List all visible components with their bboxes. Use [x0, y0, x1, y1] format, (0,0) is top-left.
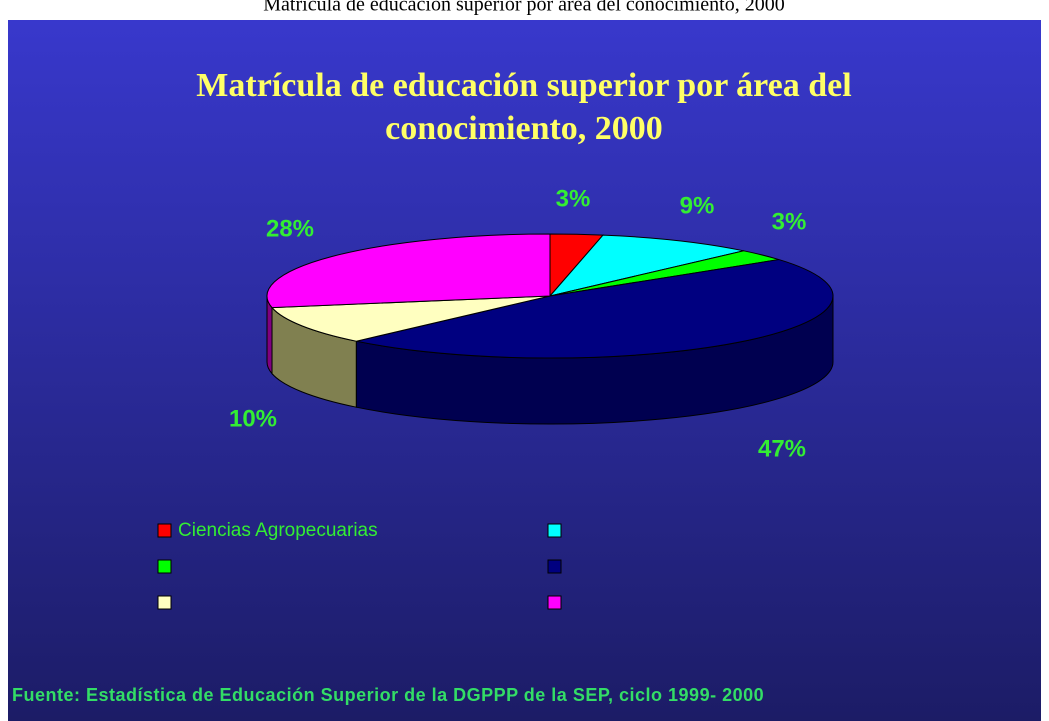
pie-slice: [266, 233, 551, 309]
legend-swatch: [547, 559, 562, 574]
pie-slice: [270, 295, 551, 342]
pie-slice-side: [266, 295, 273, 375]
legend-swatch: [157, 523, 172, 538]
pie-slice: [548, 234, 744, 297]
chart-title: Matrícula de educación superior por área…: [196, 67, 851, 104]
chart-title: conocimiento, 2000: [385, 110, 663, 147]
data-label: 47%: [758, 435, 806, 462]
data-label: 28%: [266, 215, 314, 242]
pie-slice: [356, 259, 834, 359]
data-label: 3%: [772, 208, 807, 235]
data-label: 9%: [680, 192, 715, 219]
legend-swatch: [547, 523, 562, 538]
legend-swatch: [157, 595, 172, 610]
source-note: Fuente: Estadística de Educación Superio…: [12, 685, 764, 705]
legend-swatch: [157, 559, 172, 574]
top-caption: Matrícula de educación superior por área…: [263, 0, 784, 16]
data-label: 3%: [556, 185, 591, 212]
pie: [266, 233, 834, 425]
data-label: 10%: [229, 405, 277, 432]
legend-swatch: [547, 595, 562, 610]
legend-label: Ciencias Agropecuarias: [178, 520, 378, 541]
